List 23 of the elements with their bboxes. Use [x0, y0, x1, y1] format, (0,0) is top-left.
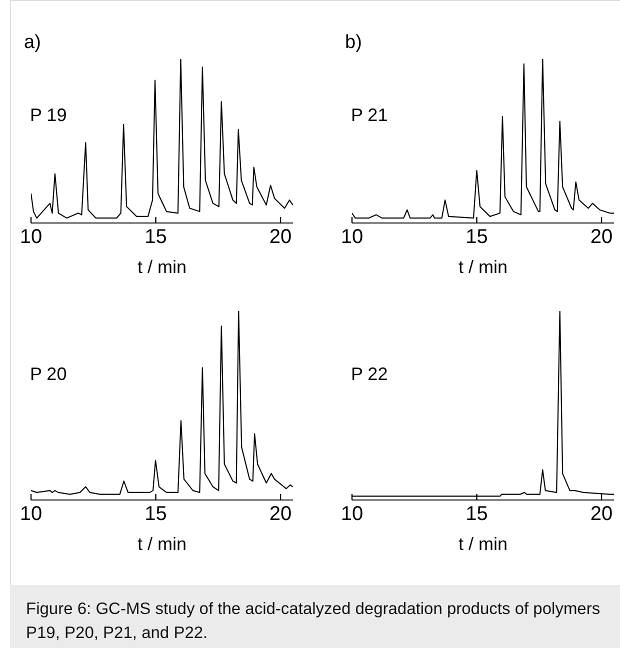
x-tick-label: 20 [269, 226, 292, 248]
x-tick-label: 15 [466, 503, 488, 525]
x-tick-label: 10 [20, 503, 42, 525]
text: P 22 [351, 364, 388, 385]
caption: Figure 6: GC-MS study of the acid-catalyzed degradation products of polymers P19, P20, P21, and P22. [26, 599, 602, 644]
x-axis-title: t / min [137, 534, 187, 554]
x-tick-label: 10 [340, 226, 364, 248]
x-axis-title: t / min [458, 257, 508, 277]
chart-title: a) [24, 32, 41, 54]
x-tick-label: 15 [144, 226, 167, 248]
x-tick-label: 10 [20, 226, 42, 248]
x-tick-label: 15 [466, 226, 488, 248]
x-tick-label: 20 [590, 226, 613, 248]
text: P 21 [351, 104, 388, 126]
x-tick-label: 10 [340, 503, 364, 525]
chart-title: b) [345, 32, 362, 54]
x-tick-label: 20 [590, 503, 613, 525]
series-label: P 19 [30, 104, 67, 126]
text: P 20 [30, 364, 67, 385]
x-axis-title: t / min [458, 534, 508, 554]
x-tick-label: 20 [269, 503, 292, 525]
x-axis-title: t / min [137, 257, 187, 277]
x-tick-label: 15 [144, 503, 167, 525]
